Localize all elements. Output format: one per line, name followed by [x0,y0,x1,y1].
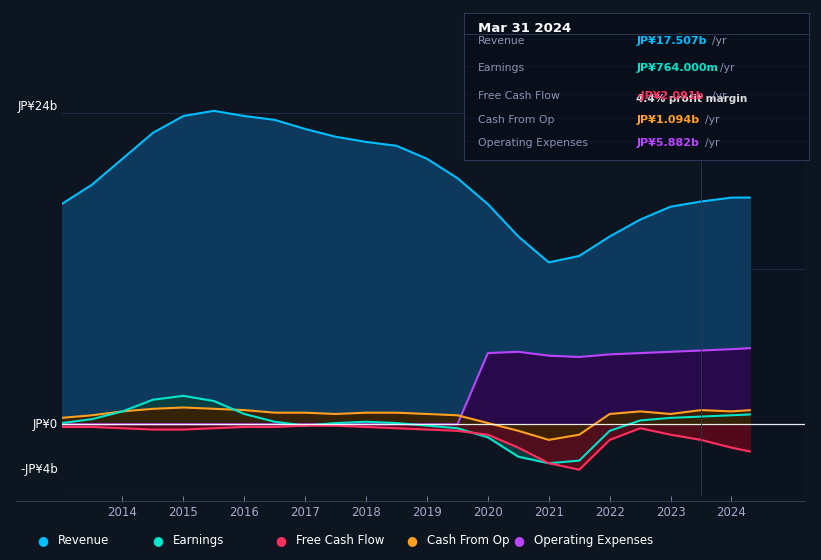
Text: /yr: /yr [712,36,727,46]
Text: Mar 31 2024: Mar 31 2024 [478,22,571,35]
Text: Earnings: Earnings [478,63,525,73]
Text: /yr: /yr [712,91,727,101]
Text: 4.4% profit margin: 4.4% profit margin [636,94,748,104]
Text: ●: ● [152,534,163,547]
Text: /yr: /yr [704,115,719,125]
Text: JP¥24b: JP¥24b [17,100,57,114]
Text: Revenue: Revenue [478,36,525,46]
Text: Earnings: Earnings [172,534,224,547]
Text: ●: ● [513,534,524,547]
Text: /yr: /yr [704,138,719,148]
Text: /yr: /yr [720,63,734,73]
Text: ●: ● [275,534,286,547]
Text: -JP¥4b: -JP¥4b [20,463,57,476]
Text: Cash From Op: Cash From Op [427,534,509,547]
Text: -JP¥2.091b: -JP¥2.091b [636,91,704,101]
Text: JP¥5.882b: JP¥5.882b [636,138,699,148]
Text: JP¥17.507b: JP¥17.507b [636,36,707,46]
Text: JP¥764.000m: JP¥764.000m [636,63,718,73]
Text: ●: ● [406,534,417,547]
Text: Free Cash Flow: Free Cash Flow [296,534,384,547]
Text: Operating Expenses: Operating Expenses [534,534,653,547]
Text: Free Cash Flow: Free Cash Flow [478,91,560,101]
Text: Revenue: Revenue [57,534,109,547]
Text: JP¥0: JP¥0 [33,418,57,431]
Text: Cash From Op: Cash From Op [478,115,554,125]
Text: JP¥1.094b: JP¥1.094b [636,115,699,125]
Bar [701,62,805,496]
Text: ●: ● [37,534,48,547]
Text: Operating Expenses: Operating Expenses [478,138,588,148]
